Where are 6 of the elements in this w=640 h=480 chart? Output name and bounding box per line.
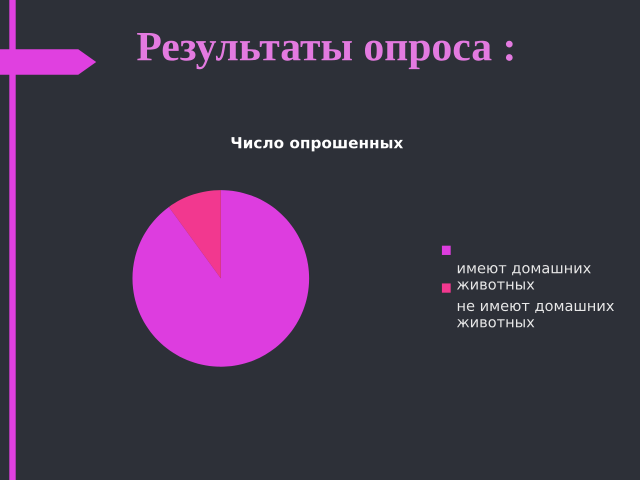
- pie-slice: [168, 190, 221, 278]
- legend-label: не имеют домашних животных: [457, 302, 614, 328]
- chart-subtitle: Число опрошенных: [232, 137, 404, 152]
- chart-title: Результаты опроса :: [137, 33, 513, 70]
- pie-slice: [132, 190, 310, 367]
- legend-label: имеют домашних животных: [457, 265, 591, 290]
